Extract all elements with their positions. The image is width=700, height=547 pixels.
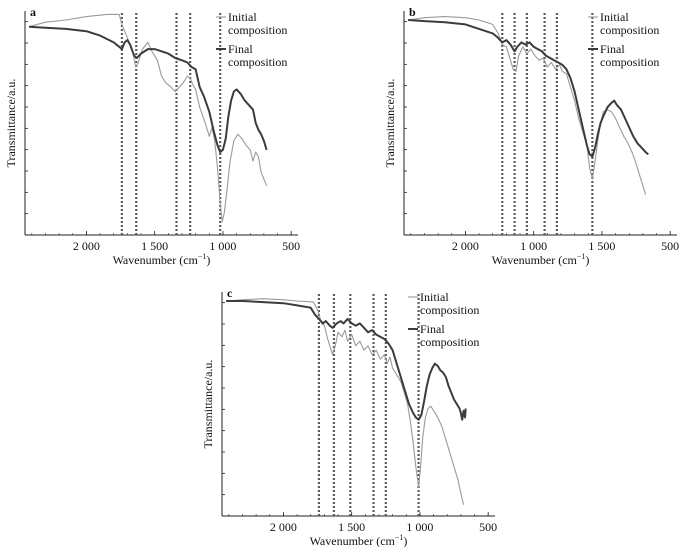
legend-label-final-2: composition [420,335,479,349]
legend-label-final-2: composition [228,55,287,69]
x-tick-label: 2 000 [270,520,297,534]
legend-label-final-1: Final [228,42,253,56]
x-axis-label-tail: ) [585,253,589,267]
x-tick-label: 1 500 [588,239,615,253]
series-final-composition [29,25,268,154]
x-tick-label: 1 000 [406,520,433,534]
x-axis-label-sup: −1 [395,533,404,542]
x-axis-label-tail: ) [206,253,210,267]
x-tick-label: 2 000 [452,239,479,253]
legend-label-initial-2: composition [600,23,659,37]
x-tick-label: 2 000 [73,239,100,253]
x-tick-label: 500 [282,239,300,253]
series-final-composition [226,300,467,421]
x-tick-label: 1 500 [141,239,168,253]
legend-label-initial-1: Initial [228,10,257,24]
x-axis-label-sup: −1 [577,252,586,261]
x-tick-label: 500 [479,520,497,534]
legend-label-final-2: composition [600,55,659,69]
x-axis-label-sup: −1 [198,252,207,261]
legend-label-initial-1: Initial [420,290,449,304]
legend-label-initial-2: composition [228,23,287,37]
panel-label: c [227,286,233,300]
legend-label-initial-1: Initial [600,10,629,24]
y-axis-label: Transmittance/a.u. [383,79,397,168]
y-axis-label: Transmittance/a.u. [4,79,18,168]
x-axis-label: Wavenumber (cm−1) [310,533,408,547]
y-axis-label: Transmittance/a.u. [201,360,215,449]
panel-label: a [30,5,36,19]
x-tick-label: 1 000 [209,239,236,253]
x-axis-label-main: Wavenumber (cm [113,253,199,267]
legend-label-final-1: Final [600,42,625,56]
legend-label-initial-2: composition [420,303,479,317]
x-axis-label-tail: ) [403,534,407,547]
x-tick-label: 1 500 [338,520,365,534]
series-initial-composition [408,16,647,195]
chart-panel-b: 2 000 1 000 1 500 500 Wavenumber (cm−1) Trans… [383,5,679,267]
x-axis-label: Wavenumber (cm−1) [113,252,211,267]
x-axis-label: Wavenumber (cm−1) [492,252,590,267]
x-axis-label-main: Wavenumber (cm [492,253,578,267]
chart-panel-c: 2 000 1 500 1 000 500 Wavenumber (cm−1) Trans… [201,286,497,547]
x-tick-label: 1 000 [520,239,547,253]
series-final-composition [408,19,649,158]
legend-label-final-1: Final [420,322,445,336]
x-axis-label-main: Wavenumber (cm [310,534,396,547]
panel-label: b [409,5,416,19]
x-tick-label: 500 [661,239,679,253]
series-initial-composition [226,298,465,505]
chart-panel-a: 2 000 1 500 1 000 500 Wavenumber (cm−1) Trans… [4,5,300,267]
